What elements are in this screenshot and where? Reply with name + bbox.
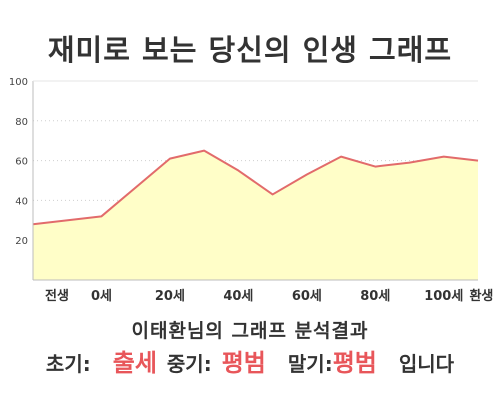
- late-stage-label: 말기:: [287, 352, 333, 376]
- mid-stage-label: 중기:: [166, 352, 212, 376]
- y-tick-label: 40: [15, 196, 28, 207]
- x-tick-label: 40세: [223, 289, 253, 304]
- y-tick-label: 60: [15, 157, 28, 168]
- y-tick-label: 20: [15, 236, 28, 247]
- chart-line-layer: [32, 149, 479, 226]
- y-tick-label: 80: [15, 117, 28, 128]
- x-tick-label: 60세: [292, 289, 322, 304]
- x-tick-label: 100세: [424, 289, 463, 304]
- early-stage-label: 초기:: [45, 352, 91, 376]
- mid-stage-value: 평범: [221, 349, 266, 377]
- late-stage-value: 평범: [332, 349, 377, 377]
- life-graph-chart: 20 40 60 80 100 전생 0세 20세 40세 60세 80세 100세 환생: [9, 77, 493, 304]
- chart-area-layer: [33, 150, 478, 280]
- x-tick-label: 0세: [91, 289, 112, 304]
- analysis-heading: 이태환님의 그래프 분석결과: [131, 320, 369, 342]
- x-tick-label: 20세: [155, 289, 185, 304]
- life-area-fill: [33, 150, 478, 280]
- x-tick-label: 80세: [360, 289, 390, 304]
- x-tick-label: 환생: [469, 288, 493, 304]
- y-tick-labels: 20 40 60 80 100: [9, 77, 28, 247]
- analysis-result: 초기: 출세 중기: 평범 말기:평범 입니다: [0, 346, 500, 381]
- life-line: [32, 149, 479, 226]
- y-tick-label: 100: [9, 77, 28, 88]
- x-tick-labels: 전생 0세 20세 40세 60세 80세 100세 환생: [45, 288, 493, 304]
- chart-axes: [32, 80, 478, 281]
- x-tick-label: 전생: [45, 288, 69, 304]
- result-ending: 입니다: [398, 352, 455, 376]
- early-stage-value: 출세: [112, 349, 157, 377]
- page-title: 재미로 보는 당신의 인생 그래프: [47, 33, 453, 67]
